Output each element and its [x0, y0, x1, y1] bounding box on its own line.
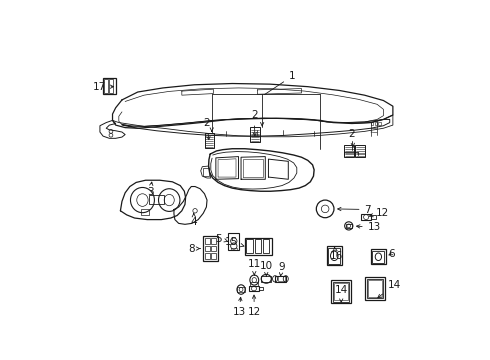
Bar [250, 282, 258, 286]
Text: 17: 17 [92, 82, 114, 92]
Bar [345, 224, 352, 228]
Bar [149, 195, 164, 204]
Text: 12: 12 [369, 208, 389, 218]
Bar [328, 248, 340, 264]
Bar [203, 236, 219, 261]
Bar [331, 280, 351, 303]
Bar [327, 246, 342, 265]
Bar [211, 246, 216, 251]
Bar [378, 122, 381, 125]
Text: 10: 10 [260, 261, 273, 276]
Text: 8: 8 [188, 244, 200, 253]
Bar [250, 127, 260, 143]
Text: 13: 13 [233, 297, 246, 317]
Bar [365, 277, 385, 300]
Bar [255, 239, 261, 253]
Bar [204, 132, 214, 148]
Bar [277, 276, 285, 282]
Bar [204, 238, 210, 244]
Text: 3: 3 [147, 182, 154, 197]
Bar [211, 253, 216, 259]
Bar [228, 233, 240, 251]
Bar [211, 238, 216, 244]
Text: 14: 14 [378, 280, 401, 298]
Text: 6: 6 [388, 249, 395, 258]
Bar [103, 78, 116, 94]
Text: 2: 2 [204, 118, 210, 140]
Text: 2: 2 [348, 129, 355, 147]
Bar [109, 79, 113, 93]
Bar [203, 168, 209, 176]
Bar [259, 287, 263, 291]
Text: 16: 16 [330, 247, 343, 261]
Bar [371, 215, 375, 219]
Bar [344, 145, 354, 157]
Text: 9: 9 [279, 262, 285, 276]
Text: 5: 5 [216, 234, 228, 243]
Bar [333, 282, 349, 302]
Bar [231, 248, 237, 249]
Text: 13: 13 [357, 222, 381, 233]
Text: 11: 11 [247, 259, 261, 275]
Bar [204, 253, 210, 259]
Text: 2: 2 [251, 111, 258, 136]
Bar [355, 145, 366, 157]
Text: 14: 14 [335, 285, 348, 302]
Bar [249, 286, 259, 292]
Bar [275, 276, 286, 282]
Text: 1: 1 [265, 71, 295, 95]
Bar [372, 251, 384, 263]
Bar [246, 239, 253, 253]
Bar [104, 79, 108, 93]
Bar [334, 283, 348, 300]
Text: 4: 4 [191, 213, 197, 227]
Text: 7: 7 [338, 204, 371, 215]
Bar [204, 246, 210, 251]
Bar [141, 209, 149, 215]
Bar [362, 214, 371, 220]
Bar [245, 238, 271, 255]
Text: 12: 12 [247, 295, 261, 317]
Bar [237, 287, 245, 292]
Bar [263, 239, 270, 253]
Bar [368, 280, 382, 297]
Bar [371, 249, 386, 264]
Bar [375, 122, 377, 125]
Bar [367, 279, 383, 298]
Text: 15: 15 [224, 237, 244, 247]
Bar [261, 276, 271, 282]
Bar [371, 122, 373, 125]
